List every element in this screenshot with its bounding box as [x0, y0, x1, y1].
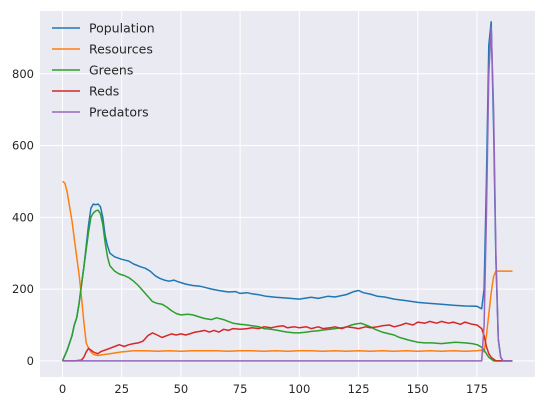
legend-label-resources: Resources	[89, 42, 153, 57]
legend: Population Resources Greens Reds Predators	[52, 21, 155, 120]
series-line-reds	[62, 320, 513, 362]
legend-label-greens: Greens	[89, 63, 133, 78]
y-tick-label: 0	[27, 354, 34, 368]
x-tick-label: 50	[174, 382, 189, 396]
legend-label-reds: Reds	[89, 84, 119, 99]
legend-label-population: Population	[89, 21, 155, 36]
x-tick-label: 125	[348, 382, 370, 396]
y-tick-label: 400	[12, 210, 34, 224]
series-line-resources	[62, 180, 513, 357]
tick-labels: 0 25 50 75 100 125 150 175 0 200 400 600 800	[12, 67, 488, 396]
x-tick-label: 0	[59, 382, 66, 396]
series-line-greens	[61, 209, 513, 362]
series-line-population	[61, 21, 513, 362]
x-tick-label: 25	[114, 382, 129, 396]
plot-background	[40, 11, 535, 377]
y-tick-label: 600	[12, 139, 34, 153]
series-line-predators	[62, 26, 513, 362]
x-tick-label: 150	[407, 382, 429, 396]
legend-label-predators: Predators	[89, 105, 149, 120]
y-tick-label: 200	[12, 282, 34, 296]
x-tick-label: 175	[466, 382, 488, 396]
x-tick-label: 100	[288, 382, 310, 396]
y-tick-label: 800	[12, 67, 34, 81]
series-lines	[61, 21, 513, 362]
x-tick-label: 75	[233, 382, 248, 396]
